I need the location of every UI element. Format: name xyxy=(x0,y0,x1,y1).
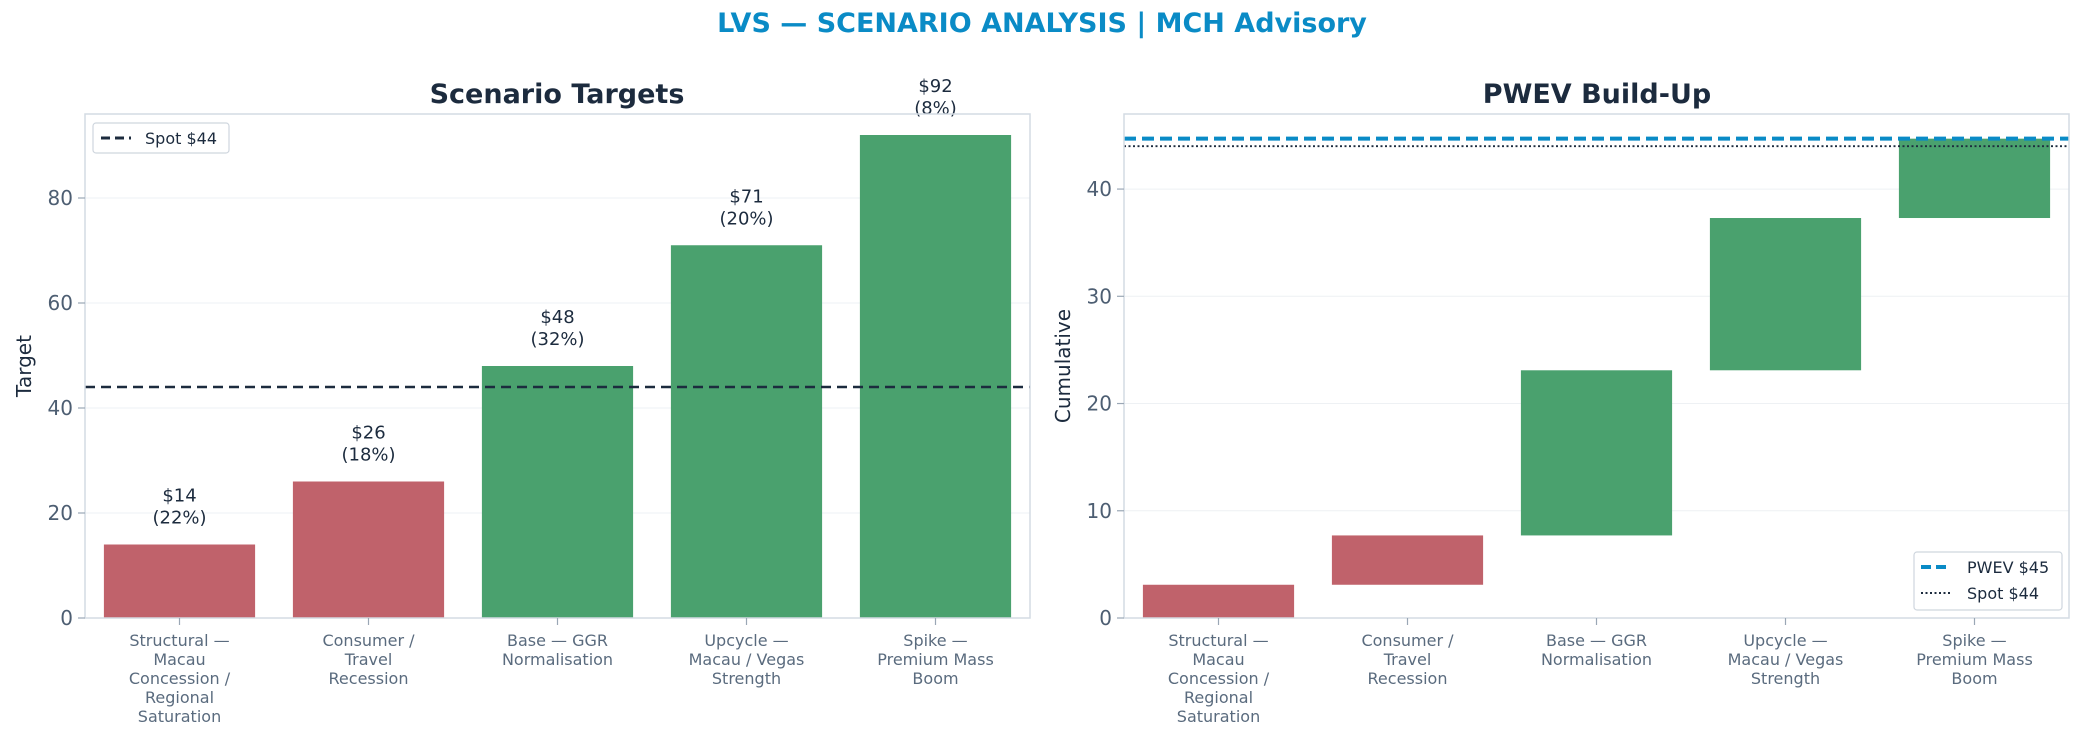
x-tick-label: Normalisation xyxy=(502,650,613,669)
right-y-axis-label: Cumulative xyxy=(1051,309,1075,423)
data-label: $71 xyxy=(729,186,763,207)
y-tick-label: 0 xyxy=(1099,606,1112,630)
bar xyxy=(859,135,1012,618)
right-legend-spot-label: Spot $44 xyxy=(1967,584,2039,603)
x-tick-label: Macau / Vegas xyxy=(1728,650,1844,669)
x-tick-label: Macau xyxy=(1192,650,1244,669)
left-legend-spot-label: Spot $44 xyxy=(145,129,217,148)
left-y-axis-label: Target xyxy=(12,335,36,398)
x-tick-label: Concession / xyxy=(1168,669,1270,688)
y-tick-label: 0 xyxy=(60,606,73,630)
data-label: (8%) xyxy=(914,98,957,119)
right-reference-lines xyxy=(1124,136,2069,148)
x-tick-label: Upcycle — xyxy=(704,631,788,650)
right-bars xyxy=(1142,138,2051,618)
x-tick-label: Recession xyxy=(329,669,409,688)
bar xyxy=(292,481,445,618)
data-label: (32%) xyxy=(530,329,584,350)
right-legend: PWEV $45 Spot $44 xyxy=(1913,551,2063,611)
y-tick-label: 30 xyxy=(1087,284,1112,308)
right-chart-title: PWEV Build-Up xyxy=(1483,79,1711,110)
x-tick-label: Spike — xyxy=(903,631,967,650)
x-tick-label: Base — GGR xyxy=(1546,631,1647,650)
left-bars xyxy=(103,135,1012,618)
data-label: $26 xyxy=(351,423,385,444)
x-tick-label: Premium Mass xyxy=(1916,650,2033,669)
x-tick-label: Strength xyxy=(1751,669,1820,688)
bar xyxy=(670,245,823,618)
x-tick-label: Consumer / xyxy=(322,631,415,650)
data-label: $14 xyxy=(162,486,196,507)
x-tick-label: Upcycle — xyxy=(1743,631,1827,650)
left-legend: Spot $44 xyxy=(92,122,230,154)
y-tick-label: 40 xyxy=(1087,177,1112,201)
x-tick-label: Recession xyxy=(1368,669,1448,688)
bar xyxy=(1331,535,1484,585)
data-label: (18%) xyxy=(341,445,395,466)
bar xyxy=(1898,138,2051,219)
data-label: (20%) xyxy=(719,208,773,229)
left-y-axis: 0 20 40 60 80 xyxy=(48,186,85,630)
x-tick-label: Macau xyxy=(153,650,205,669)
right-y-axis: 0 10 20 30 40 xyxy=(1087,177,1124,630)
x-tick-label: Consumer / xyxy=(1361,631,1454,650)
x-tick-label: Regional xyxy=(1184,688,1253,707)
x-tick-label: Saturation xyxy=(138,707,221,726)
bar xyxy=(1520,370,1673,536)
data-label: (22%) xyxy=(152,508,206,529)
bar xyxy=(1142,584,1295,618)
bar xyxy=(481,366,634,618)
x-tick-label: Base — GGR xyxy=(507,631,608,650)
x-tick-label: Saturation xyxy=(1177,707,1260,726)
x-tick-label: Regional xyxy=(145,688,214,707)
y-tick-label: 60 xyxy=(48,291,73,315)
left-legend-box xyxy=(92,122,230,154)
left-chart-title: Scenario Targets xyxy=(430,79,685,110)
x-tick-label: Spike — xyxy=(1942,631,2006,650)
right-legend-pwev-label: PWEV $45 xyxy=(1967,558,2049,577)
x-tick-label: Structural — xyxy=(129,631,229,650)
x-tick-label: Normalisation xyxy=(1541,650,1652,669)
x-tick-label: Concession / xyxy=(129,669,231,688)
x-tick-label: Premium Mass xyxy=(877,650,994,669)
y-tick-label: 80 xyxy=(48,186,73,210)
x-tick-label: Travel xyxy=(344,650,393,669)
bar xyxy=(103,544,256,618)
data-label: $48 xyxy=(540,307,574,328)
x-tick-label: Macau / Vegas xyxy=(689,650,805,669)
y-tick-label: 20 xyxy=(48,501,73,525)
y-tick-label: 10 xyxy=(1087,499,1112,523)
x-tick-label: Strength xyxy=(712,669,781,688)
y-tick-label: 20 xyxy=(1087,392,1112,416)
x-tick-label: Boom xyxy=(1951,669,1997,688)
bar xyxy=(1709,218,1862,371)
x-tick-label: Structural — xyxy=(1168,631,1268,650)
x-tick-label: Boom xyxy=(912,669,958,688)
page-title: LVS — SCENARIO ANALYSIS | MCH Advisory xyxy=(717,8,1367,39)
right-legend-box xyxy=(1913,551,2063,611)
scenario-targets-chart: Scenario Targets $14(22%) $26(18%) $48(32%… xyxy=(12,76,1031,726)
x-tick-label: Travel xyxy=(1383,650,1432,669)
data-label: $92 xyxy=(918,76,952,97)
y-tick-label: 40 xyxy=(48,396,73,420)
